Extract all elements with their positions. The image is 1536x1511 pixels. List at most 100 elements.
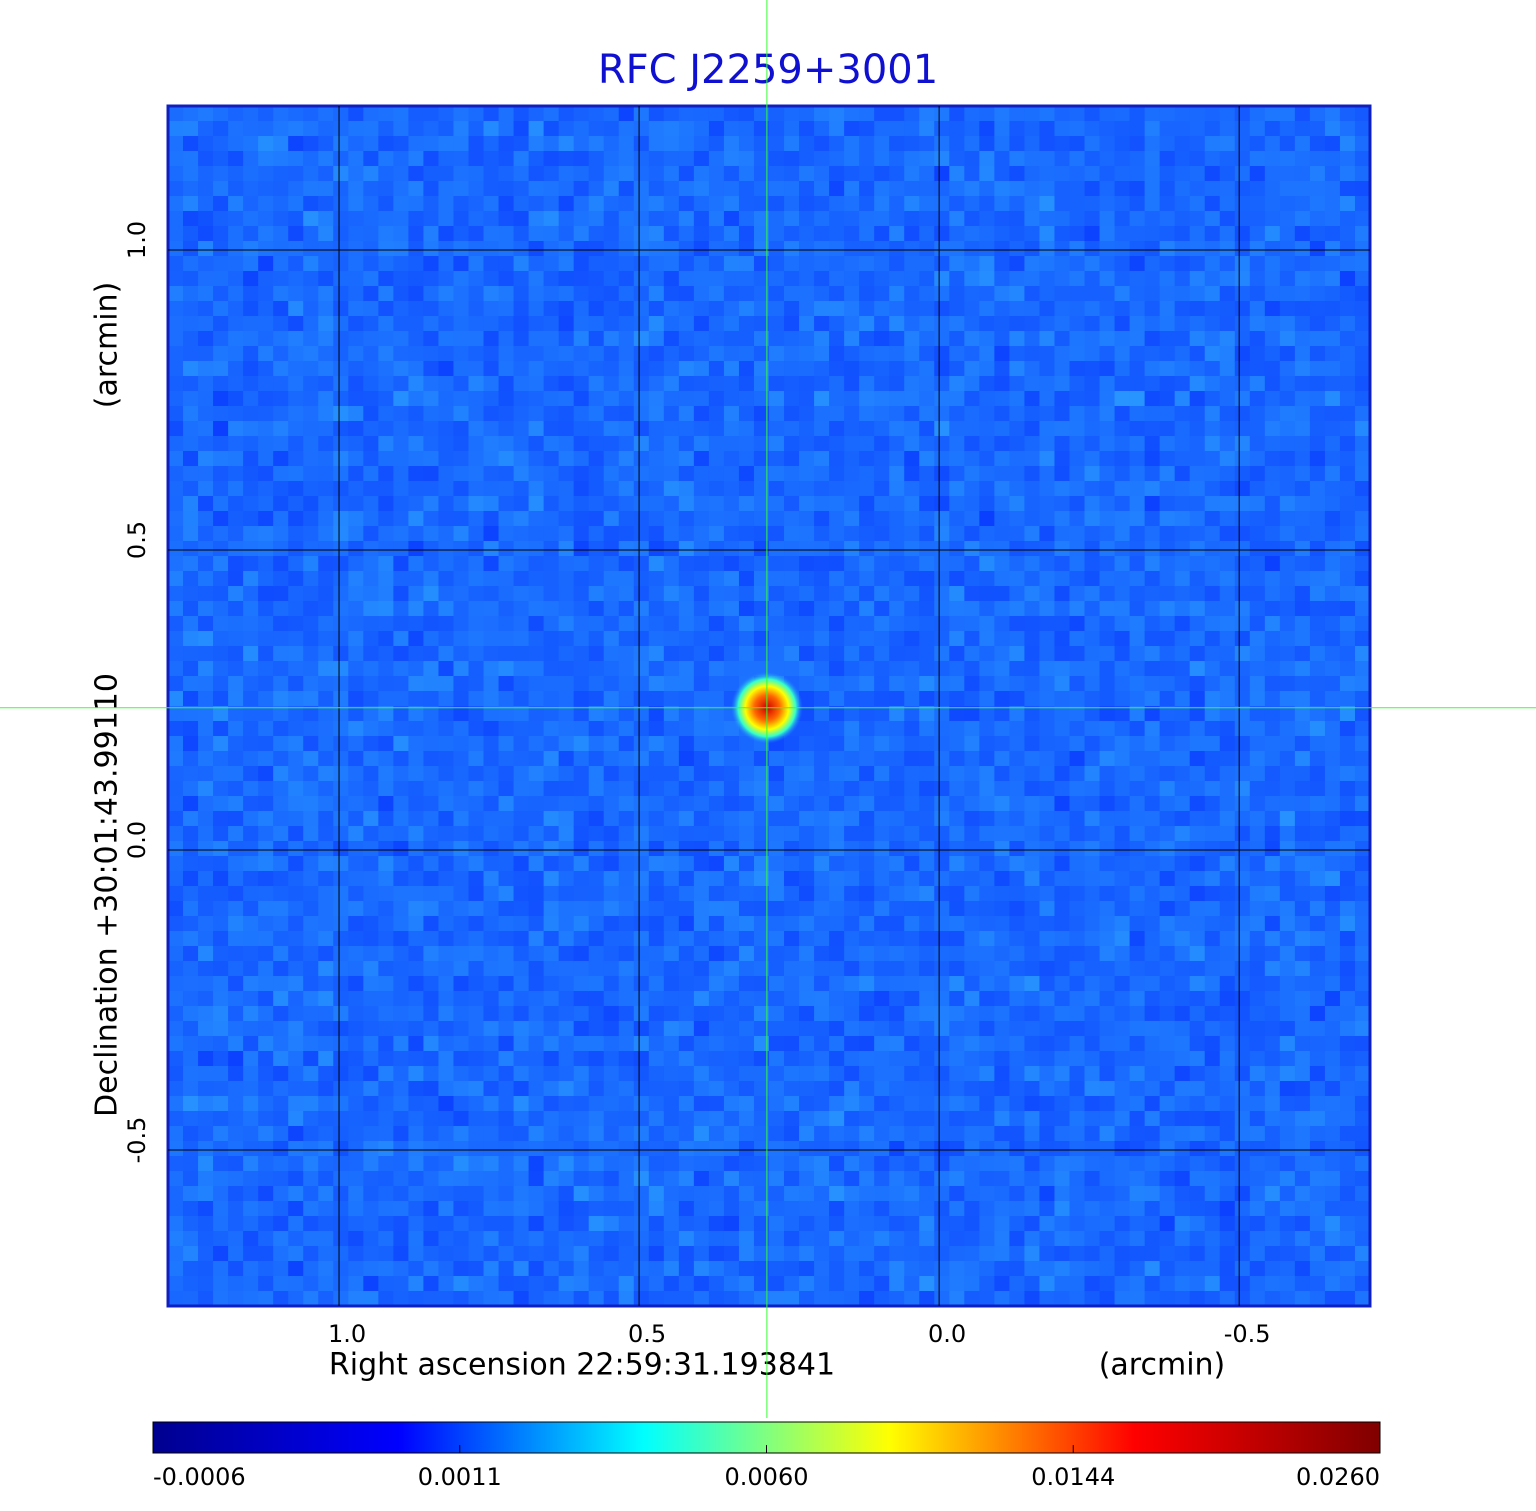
image-pixel	[994, 436, 1010, 452]
image-pixel	[919, 1021, 935, 1037]
image-pixel	[423, 136, 440, 152]
image-pixel	[273, 931, 289, 947]
image-pixel	[648, 301, 665, 317]
image-pixel	[483, 811, 500, 827]
image-pixel	[723, 1171, 740, 1187]
image-pixel	[663, 541, 680, 557]
image-pixel	[468, 1246, 485, 1262]
image-pixel	[874, 541, 890, 557]
image-pixel	[468, 1036, 485, 1052]
image-pixel	[799, 451, 815, 467]
image-pixel	[904, 106, 920, 122]
image-pixel	[453, 901, 470, 917]
image-pixel	[723, 571, 740, 587]
image-pixel	[558, 601, 575, 617]
image-pixel	[693, 571, 710, 587]
image-pixel	[648, 1171, 665, 1187]
image-pixel	[934, 376, 950, 392]
image-pixel	[769, 931, 785, 947]
image-pixel	[468, 811, 485, 827]
image-pixel	[513, 736, 530, 752]
image-pixel	[333, 226, 349, 242]
image-pixel	[1054, 1126, 1071, 1142]
image-pixel	[1084, 1246, 1101, 1262]
image-pixel	[678, 646, 695, 662]
image-pixel	[453, 871, 470, 887]
image-pixel	[183, 376, 199, 392]
image-pixel	[213, 421, 229, 437]
image-pixel	[979, 586, 995, 602]
image-pixel	[1084, 211, 1101, 227]
image-pixel	[558, 1021, 575, 1037]
image-pixel	[1009, 436, 1026, 452]
image-pixel	[844, 571, 860, 587]
image-pixel	[528, 706, 545, 722]
image-pixel	[528, 391, 545, 407]
image-pixel	[258, 676, 274, 692]
image-pixel	[243, 376, 259, 392]
image-pixel	[243, 976, 259, 992]
image-pixel	[784, 196, 800, 212]
image-pixel	[273, 721, 289, 737]
image-pixel	[964, 406, 980, 422]
image-pixel	[528, 916, 545, 932]
image-pixel	[859, 241, 875, 257]
image-pixel	[438, 241, 455, 257]
image-pixel	[1084, 1141, 1101, 1157]
image-pixel	[378, 736, 394, 752]
image-pixel	[423, 301, 440, 317]
image-pixel	[1054, 556, 1071, 572]
image-pixel	[618, 571, 635, 587]
image-pixel	[874, 466, 890, 482]
image-pixel	[949, 976, 965, 992]
image-pixel	[859, 391, 875, 407]
image-pixel	[663, 946, 680, 962]
image-pixel	[408, 211, 425, 227]
image-pixel	[829, 1066, 845, 1082]
image-pixel	[1084, 691, 1101, 707]
image-pixel	[513, 601, 530, 617]
image-pixel	[228, 721, 244, 737]
image-pixel	[708, 541, 725, 557]
image-pixel	[348, 511, 364, 527]
image-pixel	[1024, 286, 1041, 302]
image-pixel	[1084, 781, 1101, 797]
image-pixel	[363, 1201, 379, 1217]
image-pixel	[363, 1171, 379, 1187]
image-pixel	[348, 811, 364, 827]
image-pixel	[949, 601, 965, 617]
image-pixel	[243, 841, 259, 857]
image-pixel	[1009, 361, 1026, 377]
image-pixel	[348, 346, 364, 362]
image-pixel	[1009, 691, 1026, 707]
image-pixel	[994, 1291, 1010, 1307]
image-pixel	[723, 871, 740, 887]
image-pixel	[393, 301, 409, 317]
image-pixel	[363, 181, 379, 197]
image-pixel	[919, 1291, 935, 1307]
image-pixel	[543, 226, 560, 242]
image-pixel	[198, 931, 214, 947]
image-pixel	[904, 931, 920, 947]
image-pixel	[829, 496, 845, 512]
image-pixel	[258, 1261, 274, 1277]
image-pixel	[799, 616, 815, 632]
image-pixel	[633, 526, 650, 542]
image-pixel	[678, 1081, 695, 1097]
image-pixel	[693, 1051, 710, 1067]
image-pixel	[1024, 751, 1041, 767]
image-pixel	[498, 1141, 515, 1157]
image-pixel	[1024, 1021, 1041, 1037]
image-pixel	[1054, 1081, 1071, 1097]
image-pixel	[198, 1216, 214, 1232]
image-pixel	[663, 271, 680, 287]
image-pixel	[904, 781, 920, 797]
image-pixel	[318, 856, 334, 872]
image-pixel	[333, 1141, 349, 1157]
image-pixel	[588, 181, 605, 197]
image-pixel	[243, 301, 259, 317]
image-pixel	[1024, 1126, 1041, 1142]
image-pixel	[513, 406, 530, 422]
image-pixel	[994, 391, 1010, 407]
image-pixel	[438, 361, 455, 377]
